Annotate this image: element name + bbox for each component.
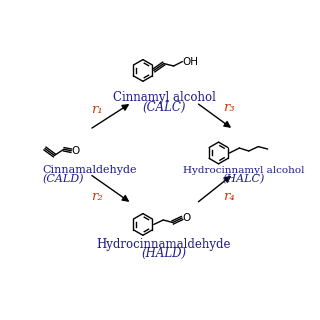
Text: O: O <box>183 213 191 223</box>
Text: (CALC): (CALC) <box>142 101 186 114</box>
Text: r₁: r₁ <box>91 103 103 116</box>
Text: O: O <box>72 146 80 156</box>
Text: r₄: r₄ <box>223 189 234 203</box>
Text: r₃: r₃ <box>223 101 234 114</box>
Text: Hydrocinnamyl alcohol: Hydrocinnamyl alcohol <box>183 166 304 175</box>
Text: Cinnamyl alcohol: Cinnamyl alcohol <box>113 91 215 104</box>
Text: (CALD): (CALD) <box>43 174 84 184</box>
Text: (HALD): (HALD) <box>141 247 187 260</box>
Text: (HALC): (HALC) <box>222 174 265 184</box>
Text: Cinnamaldehyde: Cinnamaldehyde <box>43 165 137 175</box>
Text: r₂: r₂ <box>91 189 103 203</box>
Text: OH: OH <box>183 57 199 67</box>
Text: Hydrocinnamaldehyde: Hydrocinnamaldehyde <box>97 238 231 251</box>
